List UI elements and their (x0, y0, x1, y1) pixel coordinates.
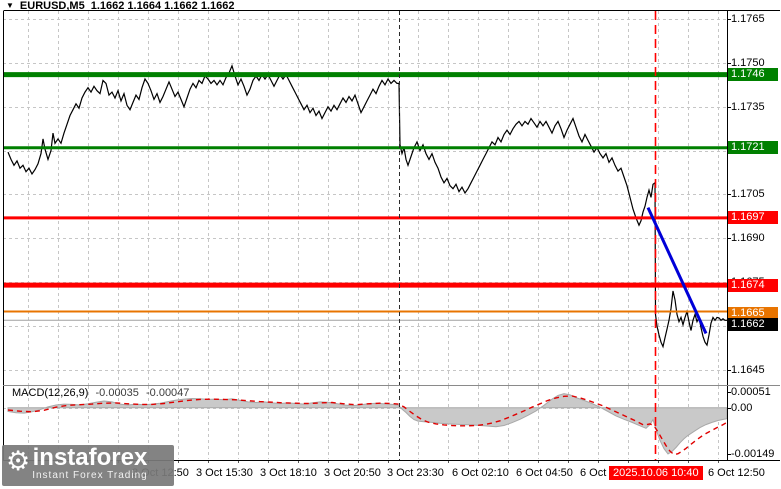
macd-histogram-area (7, 393, 728, 455)
time-tick-label: 3 Oct 23:30 (387, 467, 444, 479)
level-price-badge: 1.1746 (728, 68, 778, 81)
price-tick-label: 1.1765 (731, 13, 765, 25)
logo-brand-text: instaforex (32, 444, 148, 471)
gear-icon: ⚙ (6, 446, 31, 476)
macd-signal-value: -0.00047 (145, 387, 190, 399)
macd-tick-label: 0.00051 (731, 386, 771, 398)
price-tick-label: 1.1690 (731, 232, 765, 244)
macd-indicator-label: MACD(12,26,9) -0.00035 -0.00047 (12, 387, 189, 399)
price-tick-label: 1.1705 (731, 188, 765, 200)
time-tick-label: 6 Oct 02:10 (452, 467, 509, 479)
symbol-period-label: EURUSD,M5 (19, 0, 85, 12)
price-tick-label: 1.1735 (731, 101, 765, 113)
macd-tick-label: -0.00149 (731, 448, 775, 460)
price-tick-label: 1.1750 (731, 57, 765, 69)
time-tick-label: 3 Oct 15:30 (196, 467, 253, 479)
level-price-badge: 1.1697 (728, 211, 778, 224)
macd-signal-line (7, 395, 728, 456)
time-marker-badge: 2025.10.06 10:40 (609, 466, 703, 480)
chart-header: ▼ EURUSD,M5 1.1662 1.1664 1.1662 1.1662 (6, 0, 235, 12)
trend-line (646, 207, 708, 335)
time-tick-label: 3 Oct 18:10 (260, 467, 317, 479)
macd-main-value: -0.00035 (95, 387, 139, 399)
time-tick-label: 6 Oct 12:50 (708, 467, 765, 479)
time-tick-label: 6 Oct 04:50 (516, 467, 573, 479)
logo-tagline: Instant Forex Trading (32, 470, 148, 481)
quote-values: 1.1662 1.1664 1.1662 1.1662 (90, 0, 235, 12)
level-price-badge: 1.1665 (728, 307, 778, 320)
price-line-series (7, 63, 727, 349)
price-tick-label: 1.1645 (731, 364, 765, 376)
level-price-badge: 1.1721 (728, 141, 778, 154)
current-price-badge: 1.1662 (728, 318, 778, 331)
macd-name: MACD(12,26,9) (12, 387, 89, 399)
instaforex-logo: ⚙ instaforex Instant Forex Trading (2, 445, 174, 486)
symbol-dropdown-icon[interactable]: ▼ (6, 0, 14, 10)
level-price-badge: 1.1674 (728, 279, 778, 292)
macd-tick-label: 0.00 (731, 402, 753, 414)
time-tick-label: 3 Oct 20:50 (324, 467, 381, 479)
